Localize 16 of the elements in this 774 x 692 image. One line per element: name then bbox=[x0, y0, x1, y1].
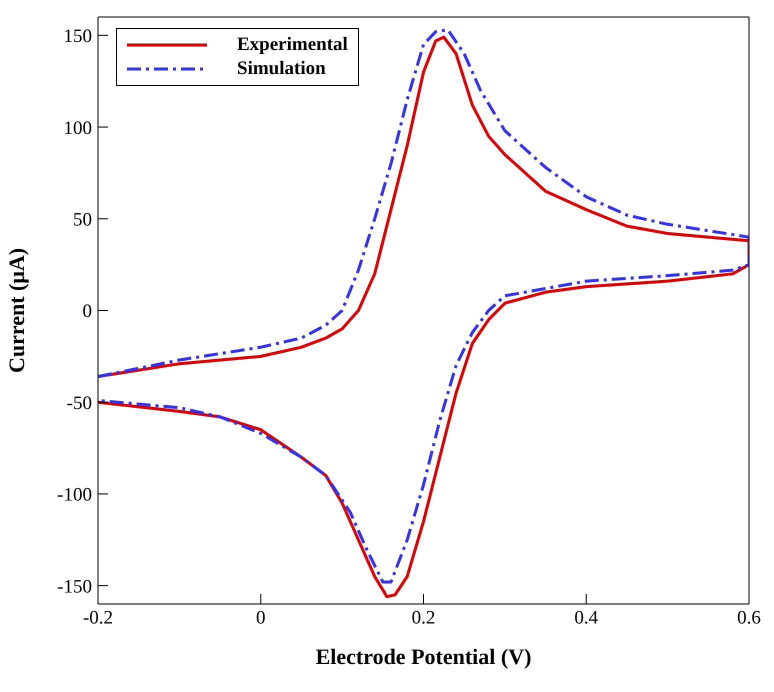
y-tick-label: -50 bbox=[66, 392, 92, 414]
y-tick-label: 50 bbox=[73, 210, 92, 231]
legend-label: Simulation bbox=[237, 58, 326, 80]
y-tick-label: 100 bbox=[64, 118, 92, 139]
x-axis-title: Electrode Potential (V) bbox=[316, 644, 532, 669]
y-axis-title: Current (μA) bbox=[4, 248, 29, 374]
y-tick-label: 150 bbox=[64, 26, 92, 48]
y-tick-label: -150 bbox=[57, 576, 92, 598]
x-tick-label: 0 bbox=[256, 607, 266, 628]
y-tick-label: 0 bbox=[82, 301, 92, 322]
legend-label: Experimental bbox=[237, 34, 348, 56]
x-tick-label: 0.6 bbox=[737, 607, 761, 628]
y-tick-label: -100 bbox=[57, 484, 92, 506]
x-tick-label: 0.2 bbox=[412, 607, 436, 628]
x-tick-label: -0.2 bbox=[82, 607, 114, 628]
x-tick-label: 0.4 bbox=[574, 607, 599, 628]
